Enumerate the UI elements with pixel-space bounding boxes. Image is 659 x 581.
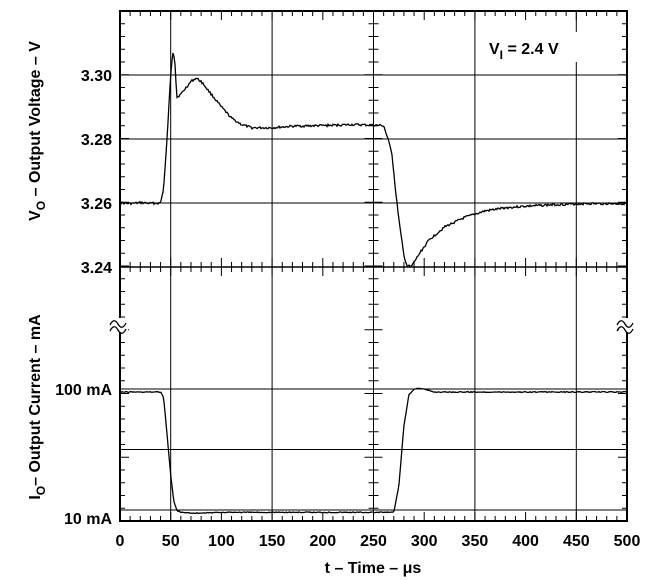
x-tick-label: 300 [411, 533, 438, 550]
current-tick-labels: 100 mA 10 mA [55, 382, 112, 528]
voltage-tick-label: 3.26 [81, 196, 112, 213]
voltage-tick-labels: 3.30 3.28 3.26 3.24 [81, 68, 112, 277]
x-tick-label: 500 [614, 533, 641, 550]
left-axis-break-mark [109, 318, 128, 334]
x-tick-labels: 0 50 100 150 200 250 300 350 400 450 500 [116, 533, 641, 550]
x-tick-label: 50 [162, 533, 180, 550]
voltage-tick-label: 3.30 [81, 68, 112, 85]
x-tick-label: 150 [259, 533, 286, 550]
current-series-line [119, 387, 628, 515]
x-tick-label: 100 [208, 533, 235, 550]
axis-break-marks [109, 318, 635, 334]
x-tick-label: 0 [116, 533, 125, 550]
x-tick-label: 450 [563, 533, 590, 550]
voltage-tick-label: 3.28 [81, 132, 112, 149]
x-tick-label: 200 [309, 533, 336, 550]
voltage-axis-title: VO – Output Voltage – V [27, 41, 48, 221]
x-tick-label: 350 [462, 533, 489, 550]
right-axis-break-mark [616, 318, 635, 334]
annotation-box [480, 32, 604, 62]
x-axis-title: t – Time – μs [325, 560, 422, 577]
x-tick-label: 400 [512, 533, 539, 550]
voltage-series-line [119, 52, 628, 268]
minor-ticks [120, 11, 627, 521]
x-tick-label: 250 [360, 533, 387, 550]
input-voltage-annotation: VI = 2.4 V [489, 41, 559, 62]
plot-frame [119, 10, 628, 522]
current-tick-label: 10 mA [64, 511, 112, 528]
current-axis-title: IO– Output Current – mA [27, 314, 48, 500]
voltage-tick-label: 3.24 [81, 260, 112, 277]
current-tick-label: 100 mA [55, 382, 112, 399]
